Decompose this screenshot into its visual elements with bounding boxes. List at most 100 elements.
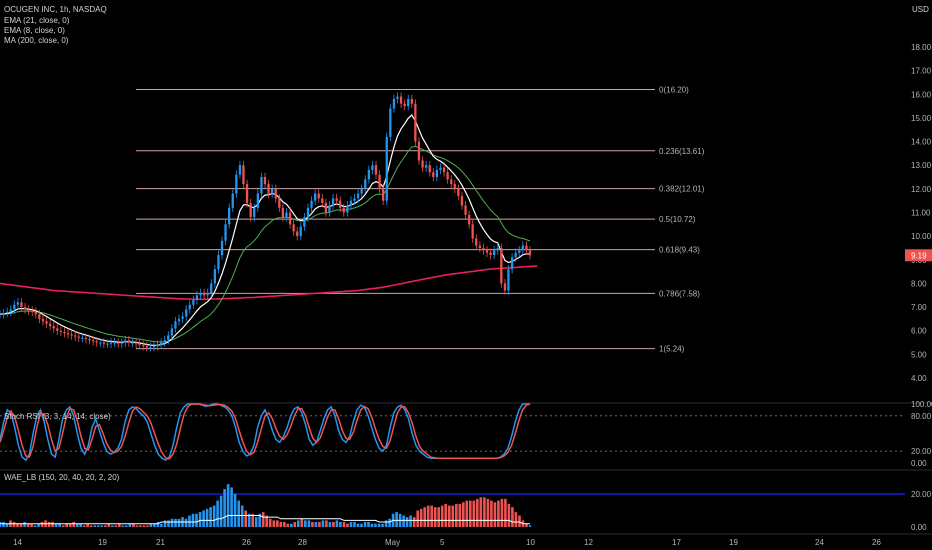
- candle-body: [299, 226, 302, 237]
- wae-bar: [409, 515, 412, 527]
- candle-body: [500, 248, 503, 284]
- candle-body: [256, 193, 259, 208]
- candle-body: [296, 231, 299, 237]
- candle-body: [213, 269, 216, 284]
- legend-ema21: EMA (21, close, 0): [4, 16, 70, 25]
- candle-body: [170, 328, 173, 336]
- x-tick-label: 26: [242, 538, 251, 547]
- candle-body: [450, 179, 453, 185]
- candle-body: [485, 250, 489, 253]
- fib-retracement[interactable]: 0(16.20) 0.236(13.61) 0.382(12.01) 0.5(10.7…: [136, 86, 705, 354]
- wae-bar: [363, 522, 367, 527]
- candle-body: [442, 167, 446, 173]
- rsi-tick-label: 100.00: [911, 400, 932, 409]
- candle-body: [210, 283, 213, 293]
- x-tick-label: 17: [672, 538, 681, 547]
- candle-body: [457, 188, 460, 196]
- wae-bar: [68, 523, 72, 527]
- wae-bar: [216, 500, 219, 527]
- wae-bar: [311, 522, 314, 527]
- wae-bar: [381, 523, 384, 527]
- wae-pane: [0, 484, 905, 528]
- candle-body: [460, 196, 464, 206]
- wae-bar: [2, 522, 5, 527]
- x-tick-label: 12: [584, 538, 593, 547]
- candle-body: [66, 333, 70, 335]
- candle-body: [382, 188, 385, 201]
- wae-bar: [97, 525, 100, 527]
- candle-body: [521, 245, 524, 251]
- wae-bar: [0, 522, 2, 527]
- wae-bar: [61, 525, 65, 527]
- candle-body: [224, 224, 227, 241]
- wae-bar: [356, 523, 360, 527]
- wae-bar: [174, 518, 177, 528]
- wae-bar: [318, 522, 321, 527]
- wae-bar: [233, 494, 237, 527]
- last-price-label: 9.19: [911, 251, 927, 260]
- wae-bar: [279, 522, 283, 527]
- candle-body: [142, 344, 145, 347]
- candle-body: [138, 343, 141, 345]
- candle-body: [231, 193, 234, 208]
- candle-body: [263, 177, 267, 185]
- wae-bar: [202, 510, 205, 527]
- wae-bar: [142, 525, 146, 527]
- candle-body: [95, 341, 98, 343]
- candle-body: [117, 342, 120, 344]
- candle-body: [331, 198, 335, 206]
- candle-body: [238, 165, 242, 175]
- wae-bar: [219, 495, 223, 527]
- wae-bar: [335, 520, 339, 527]
- candle-body: [185, 309, 188, 317]
- candle-body: [245, 184, 249, 203]
- wae-bar: [486, 498, 490, 527]
- wae-bar: [430, 505, 433, 527]
- ma200-path: [0, 265, 538, 301]
- wae-bar: [195, 513, 198, 527]
- candle-body: [292, 224, 295, 232]
- candle-body: [410, 99, 413, 104]
- symbol-title: OCUGEN INC, 1h, NASDAQ: [4, 5, 107, 14]
- candle-body: [278, 198, 281, 208]
- candle-body: [478, 245, 481, 248]
- x-tick-label: 10: [526, 538, 535, 547]
- wae-bar: [412, 517, 416, 527]
- wae-bar: [177, 518, 181, 528]
- wae-bar: [240, 505, 244, 527]
- candle-body: [335, 198, 338, 201]
- wae-bar: [332, 522, 335, 527]
- wae-bar: [448, 505, 451, 527]
- price-tick-label: 17.00: [911, 67, 932, 76]
- candle-body: [353, 198, 356, 201]
- candle-body: [16, 302, 19, 305]
- wae-bar: [493, 502, 497, 528]
- candle-body: [288, 212, 292, 225]
- wae-bar: [132, 523, 135, 527]
- wae-bar: [507, 503, 511, 527]
- wae-bar: [135, 525, 139, 527]
- wae-bar: [462, 502, 465, 528]
- candle-body: [163, 340, 166, 343]
- wae-bar: [149, 523, 153, 527]
- ema8-path: [0, 114, 531, 346]
- price-tick-label: 12.00: [911, 185, 932, 194]
- wae-bar: [160, 523, 163, 527]
- candle-body: [514, 252, 517, 258]
- wae-bar: [377, 523, 381, 527]
- fib-level-label: 0.236(13.61): [659, 147, 705, 156]
- wae-bar: [525, 523, 528, 527]
- wae-bar: [304, 520, 307, 527]
- currency-label: USD: [912, 5, 929, 14]
- wae-bar: [223, 489, 226, 527]
- wae-bar: [100, 525, 104, 527]
- wae-bar: [93, 525, 97, 527]
- candle-body: [439, 167, 442, 170]
- candle-body: [177, 318, 181, 322]
- wae-bar: [276, 520, 279, 527]
- candle-body: [70, 334, 73, 336]
- candle-body: [203, 292, 206, 296]
- candle-body: [475, 238, 478, 246]
- wae-bar: [125, 525, 128, 527]
